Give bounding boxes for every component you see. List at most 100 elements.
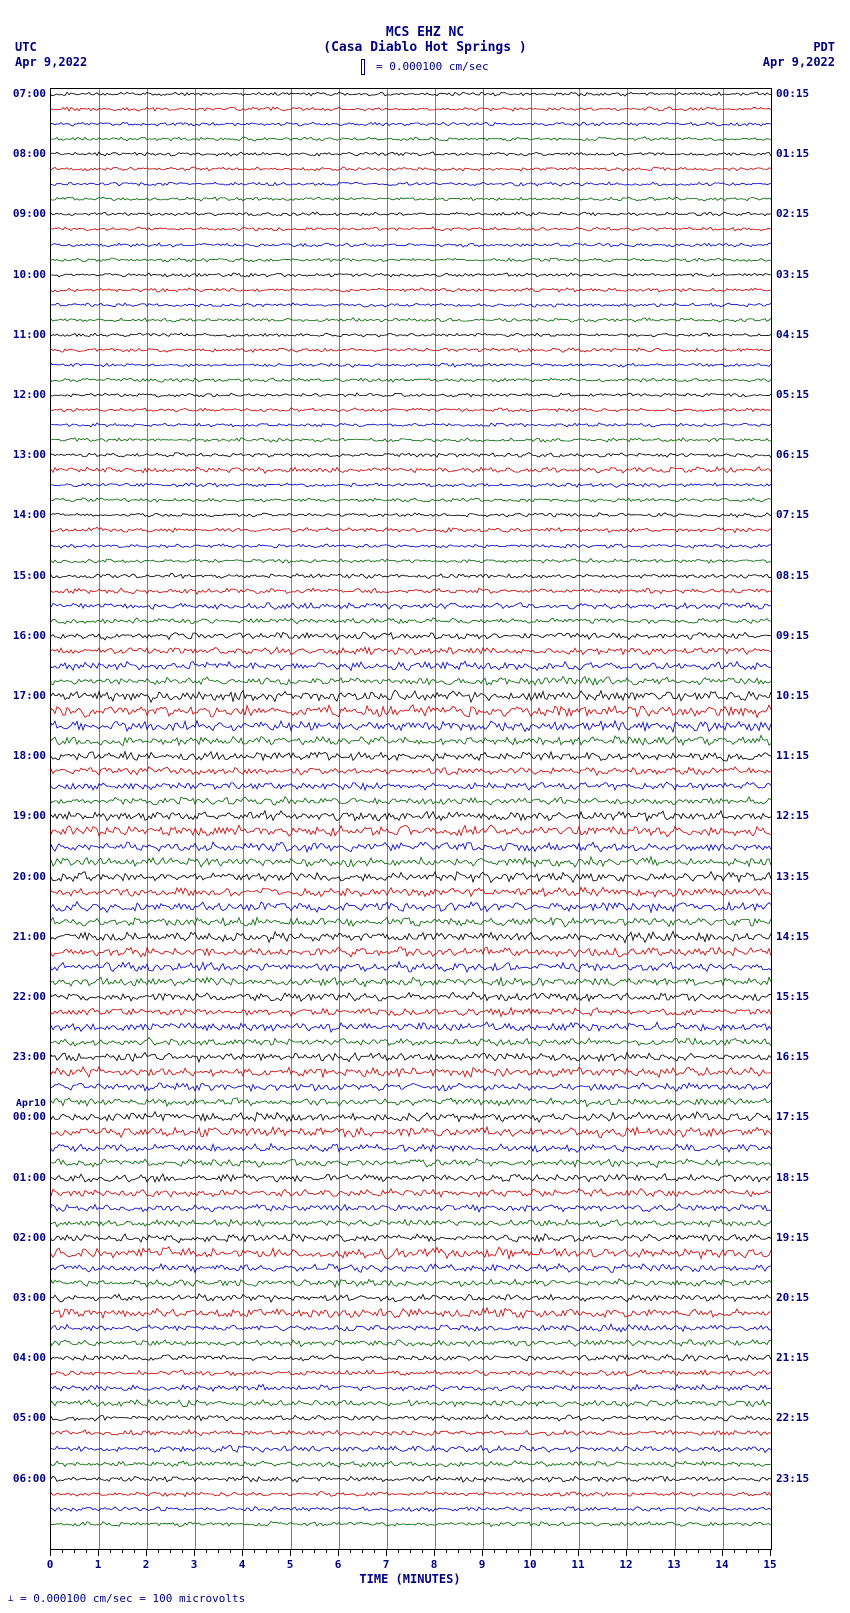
- seismic-trace: [51, 643, 771, 659]
- x-tick-minor: [122, 1550, 123, 1553]
- x-tick-minor: [710, 1550, 711, 1553]
- seismic-trace: [51, 974, 771, 990]
- seismic-trace: [51, 778, 771, 794]
- x-tick-minor: [326, 1550, 327, 1553]
- seismic-trace: [51, 1170, 771, 1186]
- seismic-trace: [51, 372, 771, 388]
- seismic-trace: [51, 628, 771, 644]
- seismic-trace: [51, 312, 771, 328]
- x-tick-minor: [686, 1550, 687, 1553]
- x-tick: [386, 1550, 387, 1556]
- local-hour-label: 18:15: [776, 1171, 826, 1184]
- x-tick: [290, 1550, 291, 1556]
- seismic-trace: [51, 297, 771, 313]
- local-hour-label: 12:15: [776, 809, 826, 822]
- x-tick-label: 0: [47, 1558, 54, 1571]
- seismic-trace: [51, 1516, 771, 1532]
- local-hour-label: 14:15: [776, 930, 826, 943]
- seismic-trace: [51, 1230, 771, 1246]
- seismic-trace: [51, 1410, 771, 1426]
- local-hour-label: 03:15: [776, 268, 826, 281]
- x-tick: [578, 1550, 579, 1556]
- seismic-trace: [51, 823, 771, 839]
- x-tick-minor: [230, 1550, 231, 1553]
- x-tick-label: 4: [239, 1558, 246, 1571]
- x-tick-minor: [554, 1550, 555, 1553]
- x-tick: [338, 1550, 339, 1556]
- x-tick-minor: [410, 1550, 411, 1553]
- seismic-trace: [51, 1365, 771, 1381]
- seismic-trace: [51, 929, 771, 945]
- x-tick-minor: [62, 1550, 63, 1553]
- x-tick-minor: [314, 1550, 315, 1553]
- date-right-label: Apr 9,2022: [763, 55, 835, 69]
- seismic-trace: [51, 733, 771, 749]
- seismic-trace: [51, 507, 771, 523]
- seismic-trace: [51, 1425, 771, 1441]
- local-hour-label: 22:15: [776, 1411, 826, 1424]
- scale-text: = 0.000100 cm/sec: [376, 60, 489, 73]
- x-tick-minor: [302, 1550, 303, 1553]
- seismic-trace: [51, 477, 771, 493]
- seismic-trace: [51, 658, 771, 674]
- seismic-trace: [51, 387, 771, 403]
- x-tick-minor: [398, 1550, 399, 1553]
- seismic-trace: [51, 959, 771, 975]
- x-axis: TIME (MINUTES) 0123456789101112131415: [50, 1550, 770, 1580]
- x-tick-label: 15: [763, 1558, 776, 1571]
- utc-hour-label: 23:00: [4, 1050, 46, 1063]
- x-tick: [194, 1550, 195, 1556]
- seismic-trace: [51, 914, 771, 930]
- local-hour-label: 21:15: [776, 1351, 826, 1364]
- x-tick-label: 12: [619, 1558, 632, 1571]
- utc-hour-label: 13:00: [4, 448, 46, 461]
- x-tick-minor: [542, 1550, 543, 1553]
- seismic-trace: [51, 1079, 771, 1095]
- x-tick-minor: [698, 1550, 699, 1553]
- x-tick-label: 3: [191, 1558, 198, 1571]
- seismic-trace: [51, 1004, 771, 1020]
- local-hour-label: 04:15: [776, 328, 826, 341]
- seismogram-container: MCS EHZ NC (Casa Diablo Hot Springs ) = …: [0, 0, 850, 1613]
- seismic-trace: [51, 1305, 771, 1321]
- seismic-trace: [51, 522, 771, 538]
- seismic-trace: [51, 538, 771, 554]
- seismic-trace: [51, 1395, 771, 1411]
- utc-hour-label: 15:00: [4, 569, 46, 582]
- seismic-trace: [51, 1350, 771, 1366]
- local-hour-label: 23:15: [776, 1472, 826, 1485]
- footer-text: = 0.000100 cm/sec = 100 microvolts: [20, 1592, 245, 1605]
- local-hour-label: 08:15: [776, 569, 826, 582]
- seismic-trace: [51, 252, 771, 268]
- seismic-trace: [51, 718, 771, 734]
- seismic-trace: [51, 1124, 771, 1140]
- seismic-trace: [51, 1109, 771, 1125]
- x-tick-minor: [494, 1550, 495, 1553]
- x-tick-minor: [134, 1550, 135, 1553]
- x-axis-title: TIME (MINUTES): [359, 1572, 460, 1586]
- x-tick-label: 9: [479, 1558, 486, 1571]
- seismic-trace: [51, 1049, 771, 1065]
- x-tick-minor: [614, 1550, 615, 1553]
- utc-hour-label: 09:00: [4, 207, 46, 220]
- seismic-trace: [51, 327, 771, 343]
- local-hour-label: 05:15: [776, 388, 826, 401]
- x-tick-minor: [638, 1550, 639, 1553]
- x-tick: [146, 1550, 147, 1556]
- x-tick-label: 5: [287, 1558, 294, 1571]
- footer-bar-icon: ⊥: [8, 1594, 13, 1604]
- seismic-trace: [51, 417, 771, 433]
- utc-hour-label: 03:00: [4, 1291, 46, 1304]
- utc-hour-label: 14:00: [4, 508, 46, 521]
- x-tick-minor: [110, 1550, 111, 1553]
- amplitude-scale: = 0.000100 cm/sec: [0, 55, 850, 79]
- x-tick-minor: [362, 1550, 363, 1553]
- x-tick-minor: [350, 1550, 351, 1553]
- seismic-trace: [51, 191, 771, 207]
- seismic-trace: [51, 1290, 771, 1306]
- utc-hour-label: 19:00: [4, 809, 46, 822]
- seismogram-plot: [50, 88, 772, 1550]
- local-hour-label: 19:15: [776, 1231, 826, 1244]
- seismic-trace: [51, 1245, 771, 1261]
- x-tick-minor: [758, 1550, 759, 1553]
